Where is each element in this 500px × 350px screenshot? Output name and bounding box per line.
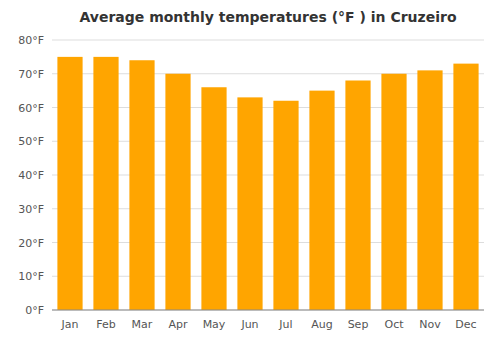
x-tick-label: Aug: [311, 318, 332, 331]
bar: [93, 57, 118, 310]
bars: [57, 57, 478, 310]
x-tick-label: Oct: [384, 318, 404, 331]
x-tick-label: Feb: [96, 318, 115, 331]
bar: [129, 60, 154, 310]
bar: [237, 97, 262, 310]
x-tick-label: Apr: [168, 318, 188, 331]
y-tick-label: 0°F: [25, 304, 44, 317]
bar: [345, 81, 370, 311]
x-tick-label: Jul: [278, 318, 292, 331]
x-axis: Jan Feb Mar Apr May Jun Jul Aug Sep Oct Nov Dec: [61, 318, 477, 331]
y-tick-label: 40°F: [18, 169, 44, 182]
bar: [381, 74, 406, 310]
y-axis: 0°F 10°F 20°F 30°F 40°F 50°F 60°F 70°F 80°F: [18, 34, 44, 317]
y-tick-label: 70°F: [18, 68, 44, 81]
x-tick-label: Sep: [348, 318, 369, 331]
x-tick-label: Nov: [419, 318, 441, 331]
bar: [165, 74, 190, 310]
x-tick-label: May: [203, 318, 226, 331]
grid-line: [52, 40, 484, 41]
x-axis-line: [52, 310, 484, 311]
y-tick-label: 10°F: [18, 270, 44, 283]
y-tick-label: 60°F: [18, 102, 44, 115]
bar: [57, 57, 82, 310]
bar: [417, 70, 442, 310]
y-tick-label: 50°F: [18, 135, 44, 148]
chart-container: Average monthly temperatures (°F ) in Cr…: [0, 0, 500, 350]
y-tick-label: 20°F: [18, 237, 44, 250]
y-tick-label: 30°F: [18, 203, 44, 216]
title: Average monthly temperatures (°F ) in Cr…: [79, 9, 456, 25]
grid-line: [52, 310, 484, 311]
x-tick-label: Jan: [61, 318, 79, 331]
page: {"chart_data": {"type": "bar", "title": …: [0, 0, 500, 350]
x-tick-label: Jun: [240, 318, 258, 331]
bar: [273, 101, 298, 310]
x-tick-label: Dec: [455, 318, 476, 331]
grid: [52, 40, 484, 310]
y-tick-label: 80°F: [18, 34, 44, 47]
bar: [453, 64, 478, 310]
bar: [201, 87, 226, 310]
chart: Average monthly temperatures (°F ) in Cr…: [0, 0, 500, 350]
x-tick-label: Mar: [132, 318, 153, 331]
bar: [309, 91, 334, 310]
